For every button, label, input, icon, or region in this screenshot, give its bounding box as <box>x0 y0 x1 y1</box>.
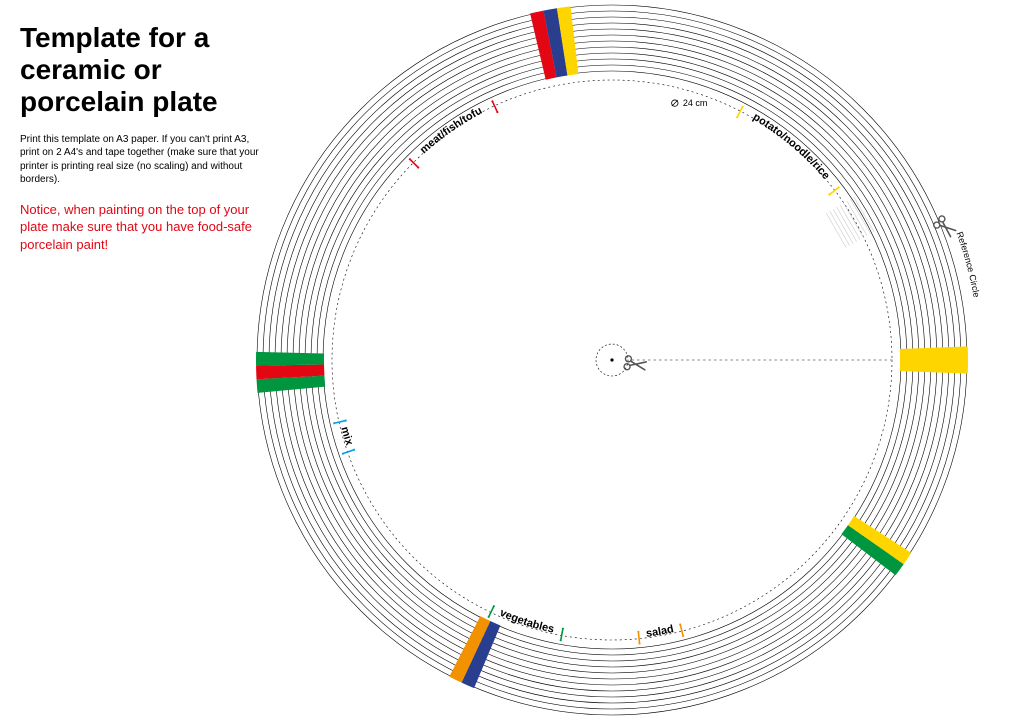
reference-circle-label: Reference Circle <box>954 230 981 298</box>
label-salad: salad <box>645 623 675 640</box>
diameter-label: 24 cm <box>672 98 708 108</box>
plate-diagram: meat/fish/tofupotato/noodle/ricemixveget… <box>0 0 1020 721</box>
scissors-center <box>624 355 647 372</box>
wedge-right-yellow <box>900 360 968 374</box>
center-dot <box>610 358 613 361</box>
scissors-outer <box>933 215 958 239</box>
label-potato: potato/noodle/rice <box>751 111 832 182</box>
wedge-left-green-red-green <box>256 352 324 366</box>
color-wedges <box>256 6 968 688</box>
label-veg: vegetables <box>498 607 555 636</box>
wedge-right-yellow <box>900 346 968 360</box>
label-mix: mix <box>338 425 355 447</box>
svg-text:24 cm: 24 cm <box>683 98 708 108</box>
hatch-patch <box>826 197 874 248</box>
